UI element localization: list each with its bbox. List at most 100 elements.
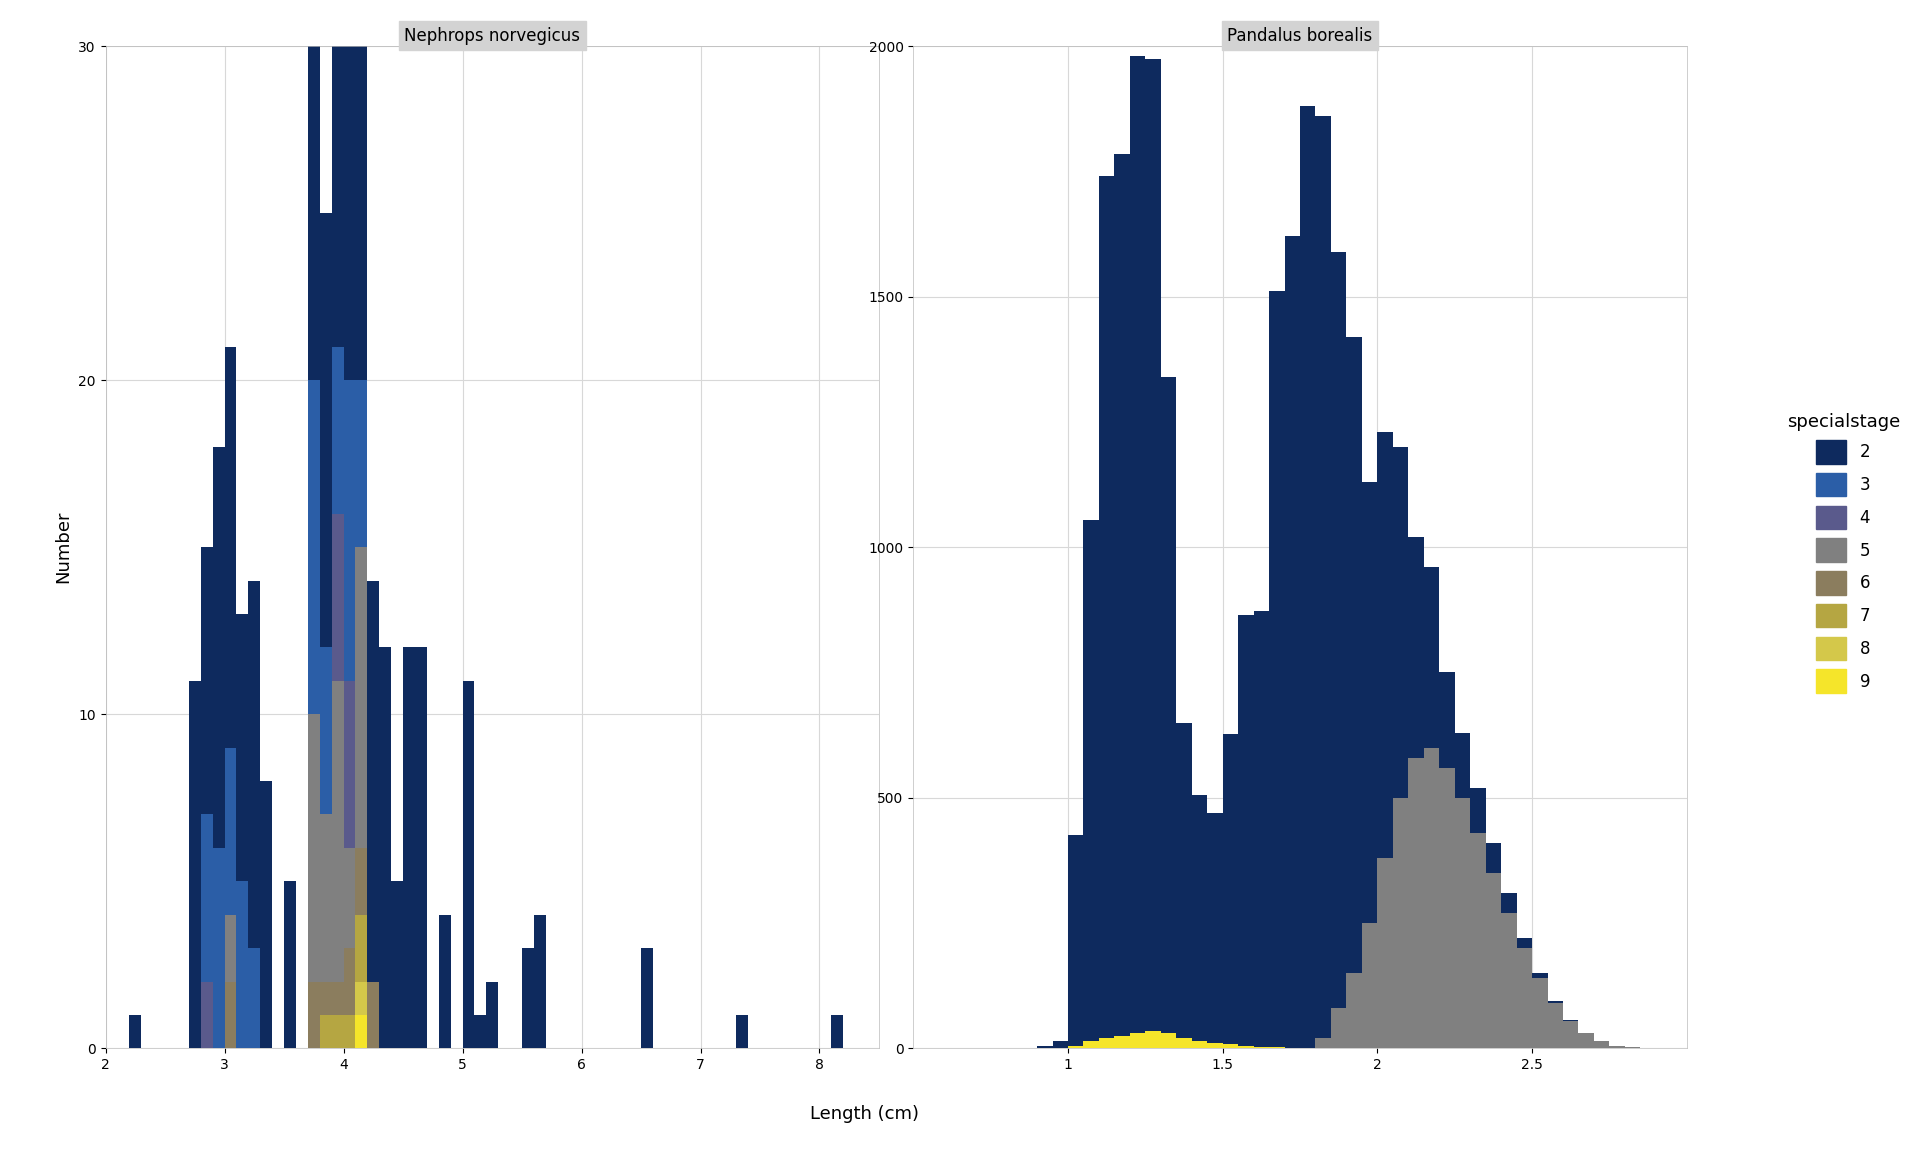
Bar — [1501, 893, 1517, 914]
Bar — [344, 0, 355, 380]
Bar — [129, 1015, 142, 1048]
Bar — [355, 0, 367, 380]
Bar — [202, 982, 213, 1048]
Bar — [1254, 1047, 1269, 1048]
Bar — [321, 647, 332, 814]
Bar — [1269, 290, 1284, 1047]
Bar — [1346, 973, 1361, 1048]
Bar — [1425, 748, 1440, 1048]
Bar — [344, 1015, 355, 1048]
Bar — [1208, 813, 1223, 1044]
Bar — [1471, 788, 1486, 833]
Bar — [1331, 1008, 1346, 1048]
Bar — [225, 748, 236, 915]
Bar — [1377, 432, 1392, 858]
Bar — [1177, 722, 1192, 1038]
Bar — [1129, 1033, 1146, 1048]
Bar — [202, 547, 213, 814]
Bar — [367, 982, 380, 1048]
Bar — [1098, 1038, 1114, 1048]
Bar — [1440, 767, 1455, 1048]
Bar — [1254, 611, 1269, 1047]
Bar — [332, 514, 344, 681]
Bar — [1068, 1046, 1083, 1048]
Bar — [1098, 176, 1114, 1038]
Bar — [1114, 1036, 1129, 1048]
Bar — [202, 814, 213, 982]
Bar — [1392, 447, 1407, 797]
Bar — [1162, 1033, 1177, 1048]
Bar — [1146, 59, 1162, 1031]
Bar — [1407, 537, 1425, 758]
Bar — [1517, 948, 1532, 1048]
Bar — [1162, 377, 1177, 1033]
Bar — [1361, 923, 1377, 1048]
Bar — [284, 881, 296, 1048]
Bar — [392, 881, 403, 1048]
Bar — [321, 814, 332, 982]
Bar — [225, 915, 236, 982]
Bar — [1068, 835, 1083, 1046]
Bar — [213, 848, 225, 1048]
Bar — [1037, 1046, 1052, 1048]
Bar — [440, 915, 451, 1048]
Bar — [1346, 336, 1361, 973]
Bar — [463, 681, 474, 1048]
Bar — [1377, 858, 1392, 1048]
Bar — [344, 948, 355, 1015]
Bar — [1455, 797, 1471, 1048]
Bar — [1425, 567, 1440, 748]
Bar — [355, 848, 367, 915]
Bar — [321, 213, 332, 647]
Bar — [355, 1015, 367, 1048]
Bar — [321, 982, 332, 1015]
Bar — [1284, 236, 1300, 1048]
Bar — [344, 848, 355, 948]
Bar — [403, 647, 415, 1048]
Bar — [1052, 1040, 1068, 1048]
Bar — [1532, 978, 1548, 1048]
Bar — [380, 647, 392, 1048]
Bar — [1238, 1046, 1254, 1048]
Bar — [188, 681, 202, 1048]
Title: Nephrops norvegicus: Nephrops norvegicus — [405, 26, 580, 45]
Bar — [236, 614, 248, 881]
Bar — [307, 0, 321, 380]
Bar — [248, 948, 261, 1048]
Bar — [1517, 938, 1532, 948]
Bar — [1192, 795, 1208, 1040]
Bar — [1208, 1044, 1223, 1048]
Bar — [355, 380, 367, 547]
Bar — [522, 948, 534, 1048]
Bar — [1392, 797, 1407, 1048]
Bar — [1486, 873, 1501, 1048]
Bar — [1083, 1040, 1098, 1048]
Bar — [355, 547, 367, 848]
Bar — [332, 982, 344, 1015]
Bar — [332, 1015, 344, 1048]
Bar — [1223, 1045, 1238, 1048]
Legend: 2, 3, 4, 5, 6, 7, 8, 9: 2, 3, 4, 5, 6, 7, 8, 9 — [1780, 407, 1907, 699]
Bar — [1578, 1033, 1594, 1048]
Bar — [1471, 833, 1486, 1048]
Bar — [225, 347, 236, 748]
Bar — [1440, 673, 1455, 767]
Bar — [332, 347, 344, 514]
Bar — [1300, 106, 1315, 1048]
Bar — [355, 982, 367, 1015]
Bar — [831, 1015, 843, 1048]
Bar — [1129, 56, 1146, 1033]
Bar — [415, 647, 426, 1048]
Bar — [1563, 1021, 1578, 1048]
Bar — [1177, 1038, 1192, 1048]
Bar — [1455, 733, 1471, 797]
Bar — [236, 881, 248, 1048]
Title: Pandalus borealis: Pandalus borealis — [1227, 26, 1373, 45]
Bar — [307, 380, 321, 714]
Bar — [248, 581, 261, 948]
Text: Length (cm): Length (cm) — [810, 1105, 918, 1123]
Bar — [213, 447, 225, 848]
Bar — [1114, 154, 1129, 1036]
Bar — [307, 714, 321, 982]
Bar — [1083, 520, 1098, 1040]
